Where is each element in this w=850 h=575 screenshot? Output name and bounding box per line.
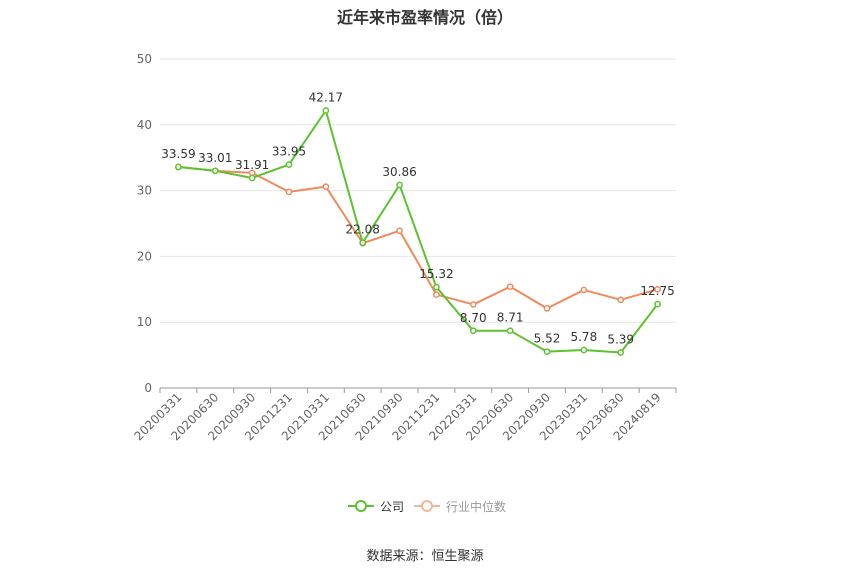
data-label: 8.71 [497, 311, 524, 325]
y-tick-label: 20 [137, 249, 152, 263]
median-point [654, 285, 661, 293]
data-label: 22.08 [346, 223, 380, 237]
data-label: 5.39 [607, 333, 634, 347]
company-point [469, 327, 477, 335]
company-point [506, 327, 514, 335]
median-point [396, 227, 403, 235]
x-tick-labels: 2020033120200630202009302020123120210331… [131, 390, 663, 443]
company-point [248, 174, 256, 182]
company-point [433, 283, 440, 291]
legend-company-icon [348, 500, 374, 512]
axes [159, 387, 677, 393]
legend-item-median[interactable]: 行业中位数 [414, 497, 506, 515]
legend-median-label: 行业中位数 [446, 499, 507, 514]
legend-median-icon [414, 500, 440, 512]
legend-company-label: 公司 [380, 499, 405, 514]
company-point [617, 349, 625, 356]
data-label: 30.86 [382, 165, 416, 179]
company-point [359, 239, 367, 247]
median-point [543, 305, 551, 312]
data-label: 33.01 [198, 151, 232, 165]
series-points [175, 107, 661, 356]
y-tick-label: 0 [144, 381, 152, 395]
series-lines [178, 109, 659, 354]
company-point [175, 163, 182, 171]
data-label: 42.17 [309, 91, 343, 105]
company-point [543, 348, 551, 356]
legend-item-company[interactable]: 公司 [348, 497, 404, 515]
data-label: 31.91 [235, 158, 269, 172]
y-tick-label: 50 [137, 52, 152, 66]
median-point [580, 286, 588, 294]
data-label: 8.70 [460, 311, 487, 325]
company-point [322, 107, 330, 114]
data-label: 15.32 [419, 267, 453, 281]
median-point [285, 188, 293, 196]
y-tick-label: 10 [137, 315, 152, 329]
company-point [654, 300, 661, 308]
source-note: 数据来源：恒生聚源 [366, 549, 484, 564]
grid-lines [160, 58, 676, 323]
y-tick-label: 40 [137, 118, 152, 132]
median-point [469, 301, 477, 308]
chart-title: 近年来市盈率情况（倍） [336, 8, 513, 27]
median-point [322, 183, 330, 191]
median-point [617, 296, 625, 304]
y-tick-label: 30 [137, 184, 152, 198]
company-point [580, 346, 588, 354]
company-line [178, 109, 659, 354]
median-point [506, 283, 514, 291]
company-point [285, 161, 293, 168]
data-label: 5.52 [534, 332, 561, 346]
data-label: 33.95 [272, 145, 306, 159]
y-tick-labels: 0 10 20 30 40 50 [137, 52, 152, 395]
median-point [433, 291, 440, 298]
company-point [396, 181, 403, 189]
data-label: 33.59 [161, 147, 195, 161]
company-point [211, 167, 219, 175]
data-label: 12.75 [640, 284, 674, 298]
data-label: 5.78 [570, 330, 597, 344]
